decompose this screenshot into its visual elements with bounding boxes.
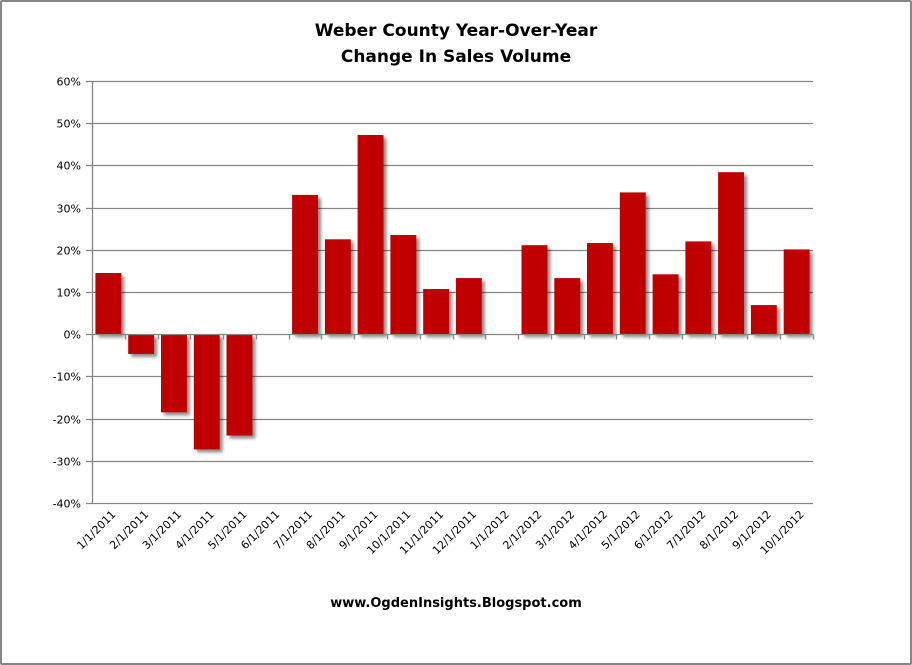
y-tick-label: 30% [57, 203, 81, 216]
y-tick-label: 40% [57, 160, 81, 173]
bar-10-1-2011 [390, 235, 417, 335]
y-tick-label: -30% [53, 456, 81, 469]
chart-footer-source: www.OgdenInsights.Blogspot.com [330, 596, 582, 611]
bar-9-1-2011 [357, 135, 384, 335]
bar-7-1-2012 [685, 241, 712, 335]
bar-5-1-2012 [619, 192, 646, 335]
bar-4-1-2012 [587, 243, 613, 335]
y-axis: 60% 50% 40% 30% 20% 10% 0% -10% -20% -30% -40% [53, 76, 94, 511]
y-tick-label: -20% [53, 414, 81, 427]
bars [95, 135, 810, 450]
bar-8-1-2011 [324, 239, 351, 335]
bar-11-1-2011 [423, 289, 450, 335]
y-tick-label: 10% [57, 287, 81, 300]
y-tick-label: 20% [57, 245, 81, 258]
bar-2-1-2011 [128, 334, 155, 354]
bar-5-1-2011 [226, 334, 253, 436]
bar-8-1-2012 [718, 172, 744, 335]
chart-title-line-1: Weber County Year-Over-Year [314, 21, 598, 41]
y-tick-label: 60% [57, 76, 81, 89]
bar-2-1-2012 [521, 245, 548, 335]
bar-10-1-2012 [783, 249, 810, 335]
y-tick-label: 0% [64, 329, 81, 342]
bar-3-1-2011 [161, 334, 187, 413]
bar-7-1-2011 [292, 194, 318, 335]
bar-1-1-2011 [95, 273, 122, 335]
bar-12-1-2011 [455, 278, 482, 335]
bar-3-1-2012 [554, 278, 581, 335]
bar-4-1-2011 [193, 334, 220, 450]
chart-title: Weber County Year-Over-Year Change In Sa… [0, 18, 912, 70]
bar-9-1-2012 [750, 305, 777, 335]
y-tick-label: -10% [53, 371, 81, 384]
y-tick-label: -40% [53, 498, 81, 511]
bar-6-1-2012 [652, 274, 679, 335]
y-tick-label: 50% [57, 118, 81, 131]
chart-title-line-2: Change In Sales Volume [340, 47, 572, 67]
